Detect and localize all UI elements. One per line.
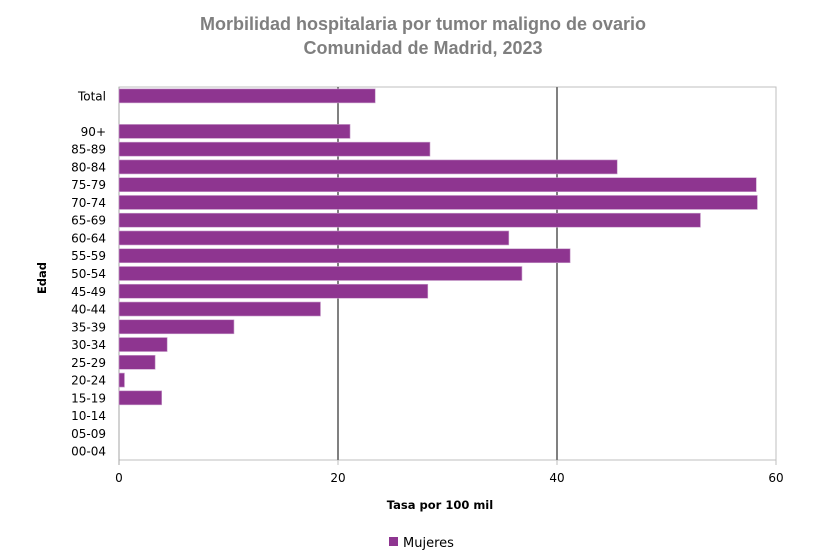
legend-label: Mujeres [403, 536, 454, 551]
y-tick-label: 20-24 [71, 374, 106, 388]
y-tick-label: 45-49 [71, 285, 106, 299]
bar-25-29 [118, 355, 156, 370]
y-tick-label: Total [77, 89, 106, 103]
y-tick-label: 75-79 [71, 178, 106, 192]
y-tick-label: 85-89 [71, 143, 106, 157]
bar-50-54 [118, 266, 523, 281]
y-tick-label: 35-39 [71, 320, 106, 334]
bar-70-74 [118, 195, 758, 210]
y-tick-label: 15-19 [71, 391, 106, 405]
chart-title: Morbilidad hospitalaria por tumor malign… [200, 14, 646, 34]
bar-15-19 [118, 390, 163, 406]
y-tick-label: 80-84 [71, 160, 106, 174]
bar-80-84 [118, 159, 618, 175]
y-tick-label: 65-69 [71, 214, 106, 228]
bar-Total [118, 88, 376, 104]
bar-35-39 [118, 319, 235, 335]
legend-swatch [389, 537, 398, 546]
y-tick-label: 50-54 [71, 267, 106, 281]
y-tick-label: 60-64 [71, 231, 106, 245]
bar-30-34 [118, 337, 168, 352]
bar-85-89 [118, 141, 431, 157]
y-tick-label: 40-44 [71, 303, 106, 317]
y-tick-label: 90+ [81, 125, 106, 139]
bar-65-69 [118, 212, 701, 228]
y-tick-label: 00-04 [71, 445, 106, 459]
bar-45-49 [118, 283, 429, 299]
bar-40-44 [118, 301, 321, 317]
bar-75-79 [118, 177, 757, 192]
x-tick-label: 20 [330, 471, 345, 485]
bar-90+ [118, 124, 351, 139]
y-tick-label: 05-09 [71, 427, 106, 441]
y-tick-label: 70-74 [71, 196, 106, 210]
bar-60-64 [118, 230, 510, 246]
y-tick-label: 30-34 [71, 338, 106, 352]
y-tick-label: 10-14 [71, 409, 106, 423]
x-tick-label: 60 [768, 471, 783, 485]
x-axis-label: Tasa por 100 mil [387, 498, 493, 512]
bar-55-59 [118, 248, 571, 264]
y-tick-label: 25-29 [71, 356, 106, 370]
x-tick-label: 40 [549, 471, 564, 485]
y-tick-label: 55-59 [71, 249, 106, 263]
bar-20-24 [118, 372, 125, 388]
x-tick-label: 0 [115, 471, 123, 485]
y-axis-label: Edad [35, 262, 49, 294]
chart-subtitle: Comunidad de Madrid, 2023 [303, 38, 542, 58]
